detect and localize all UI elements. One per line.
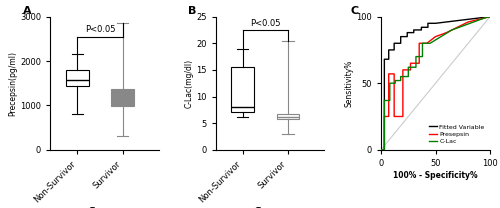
Legend: Fitted Variable, Presepsin, C-Lac: Fitted Variable, Presepsin, C-Lac	[426, 122, 487, 147]
Text: P<0.05: P<0.05	[250, 19, 280, 28]
Text: A: A	[23, 6, 32, 16]
PathPatch shape	[112, 89, 134, 106]
X-axis label: Group: Group	[253, 207, 287, 208]
Text: C: C	[350, 6, 358, 16]
X-axis label: 100% - Specificity%: 100% - Specificity%	[393, 171, 478, 180]
Text: B: B	[188, 6, 196, 16]
Y-axis label: C-Lac(mg/dl): C-Lac(mg/dl)	[184, 59, 193, 108]
Y-axis label: Precepsin(pg/ml): Precepsin(pg/ml)	[8, 51, 17, 116]
PathPatch shape	[66, 70, 88, 86]
PathPatch shape	[277, 114, 299, 119]
Text: P<0.05: P<0.05	[84, 25, 115, 34]
Y-axis label: Sensitivity%: Sensitivity%	[344, 59, 354, 107]
PathPatch shape	[232, 67, 254, 113]
X-axis label: Group: Group	[88, 207, 122, 208]
